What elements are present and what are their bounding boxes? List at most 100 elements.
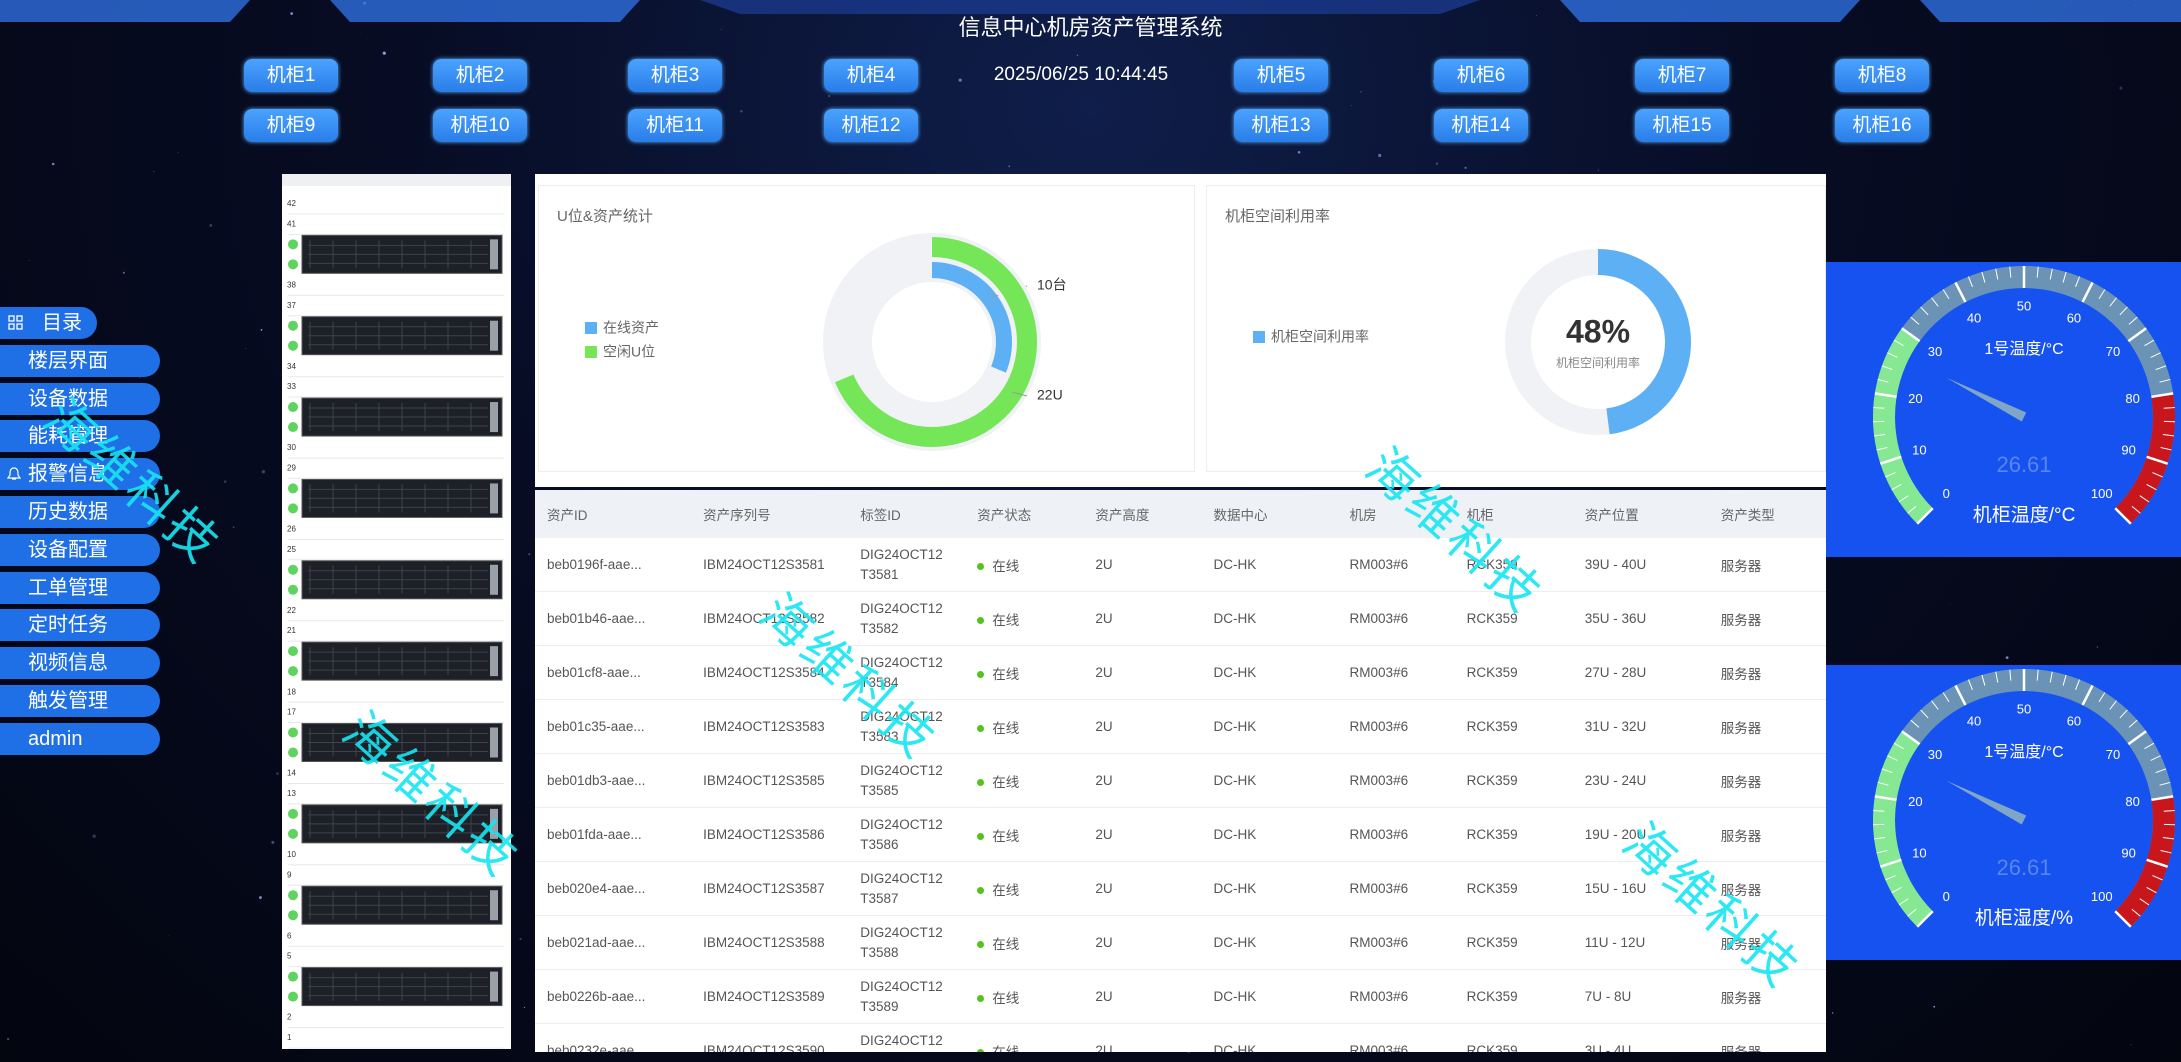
cell-text: IBM24OCT12S3581 — [703, 557, 825, 572]
gauge-minor-tick — [1877, 378, 1889, 383]
gauge-minor-tick — [1920, 306, 1929, 316]
menu-item[interactable]: admin — [0, 722, 160, 755]
menu-item[interactable]: 设备数据 — [0, 382, 160, 415]
cell-text: RCK359 — [1466, 665, 1518, 680]
table-row: beb020e4-aae... IBM24OCT12S3587 DIG24OCT12… — [535, 861, 1826, 916]
table-cell: 35U - 36U — [1572, 591, 1709, 646]
status-dot — [977, 617, 985, 625]
cabinet-button[interactable]: 机柜7 — [1635, 59, 1729, 92]
cabinet-button[interactable]: 机柜14 — [1434, 109, 1528, 142]
gauge-minor-tick — [2081, 684, 2094, 706]
cabinet-button[interactable]: 机柜12 — [824, 109, 918, 142]
cabinet-button[interactable]: 机柜5 — [1234, 59, 1328, 92]
cabinet-button[interactable]: 机柜8 — [1835, 59, 1929, 92]
menu-item[interactable]: 定时任务 — [0, 609, 160, 642]
table-cell: beb01b46-aae... — [535, 591, 692, 646]
rack-panel: 42 41 38 37 34 33 30 29 26 25 22 21 18 17 14 13 10 9 6 5 2 1 — [282, 174, 511, 1049]
table-cell: 31U - 32U — [1572, 699, 1709, 754]
gauge-minor-tick — [2128, 316, 2138, 325]
gauge-minor-tick — [1898, 495, 1909, 503]
table-cell: 服务器 — [1708, 807, 1826, 862]
cell-text: 2U — [1095, 557, 1113, 572]
menu-item[interactable]: 工单管理 — [0, 571, 160, 604]
cell-text: 服务器 — [1720, 1044, 1762, 1053]
table-cell: IBM24OCT12S3583 — [691, 699, 849, 754]
gauge-needle — [1946, 377, 2027, 422]
table-cell: DIG24OCT12T3586 — [848, 807, 966, 862]
table-cell: 在线 — [965, 699, 1084, 754]
cabinet-button[interactable]: 机柜3 — [628, 59, 722, 92]
table-cell: 2U — [1083, 1023, 1202, 1052]
menu-item[interactable]: 目录 — [0, 307, 97, 339]
table-cell: 7U - 8U — [1572, 969, 1709, 1024]
cell-text: RM003#6 — [1349, 1043, 1409, 1052]
table-cell: beb01cf8-aae... — [535, 645, 692, 700]
gauge-tick-label: 40 — [1967, 713, 1981, 728]
gauge-minor-tick — [1901, 327, 1921, 343]
table-cell: IBM24OCT12S3590 — [691, 1023, 849, 1052]
unit-label: 38 — [287, 280, 296, 289]
cell-text: DC-HK — [1213, 989, 1257, 1004]
menu-item[interactable]: 报警信息 — [0, 458, 160, 491]
cell-text: DC-HK — [1213, 611, 1257, 626]
cell-text: DIG24OCT12T3584 — [860, 654, 943, 690]
table-cell: 服务器 — [1708, 753, 1826, 808]
menu-item[interactable]: 历史数据 — [0, 496, 160, 528]
unit-label: 5 — [287, 952, 292, 961]
icon-cell — [8, 323, 15, 330]
gauge-minor-tick — [2159, 781, 2171, 786]
gauge-tick-label: 60 — [2067, 713, 2081, 728]
cabinet-button[interactable]: 机柜15 — [1635, 109, 1729, 142]
star — [139, 377, 141, 379]
gauge-minor-tick — [2155, 768, 2167, 774]
gauge-minor-tick — [1901, 730, 1921, 746]
gauge-minor-tick — [2114, 910, 2132, 928]
status-text: 在线 — [992, 612, 1020, 628]
cell-text: 2U — [1095, 881, 1113, 896]
unit-label: 22 — [287, 606, 296, 615]
gauge-tick-label: 80 — [2125, 794, 2139, 809]
cell-text: DIG24OCT12T3589 — [860, 978, 943, 1014]
menu-item[interactable]: 触发管理 — [0, 685, 160, 717]
status-text: 在线 — [992, 828, 1020, 844]
table-cell: beb0196f-aae... — [535, 538, 692, 592]
table-cell: 服务器 — [1708, 699, 1826, 754]
status-led — [288, 422, 298, 433]
cabinet-button[interactable]: 机柜1 — [244, 59, 338, 92]
menu-item[interactable]: 视频信息 — [0, 647, 160, 680]
cabinet-button[interactable]: 机柜16 — [1835, 109, 1929, 142]
cell-text: DC-HK — [1213, 665, 1257, 680]
cell-text: RCK359 — [1466, 827, 1518, 842]
value-label: 22U — [1037, 387, 1063, 403]
cabinet-button[interactable]: 机柜10 — [433, 109, 527, 142]
gauge-tick-label: 50 — [2017, 701, 2031, 716]
menu-item[interactable]: 楼层界面 — [0, 344, 160, 377]
donut-segment — [1597, 249, 1691, 435]
star — [1378, 153, 1382, 158]
menu-item[interactable]: 设备配置 — [0, 533, 160, 566]
status-dot — [977, 995, 985, 1003]
unit-label: 18 — [287, 687, 296, 696]
card-title: U位&资产统计 — [557, 208, 653, 225]
cell-text: beb01fda-aae... — [547, 827, 642, 842]
cabinet-button[interactable]: 机柜4 — [824, 59, 918, 92]
gauge-minor-tick — [2098, 289, 2106, 300]
table-cell: IBM24OCT12S3584 — [691, 645, 849, 700]
cabinet-button[interactable]: 机柜2 — [433, 59, 527, 92]
humidity-gauge: 0 10 20 30 40 50 60 70 80 90 100 1号温度/°C 26.61 机柜湿度/% — [1873, 669, 2175, 929]
gauge-tick-label: 60 — [2067, 310, 2081, 325]
cell-text: DC-HK — [1213, 773, 1257, 788]
table-cell: 39U - 40U — [1572, 538, 1709, 592]
gauge-tick-label: 70 — [2106, 747, 2120, 762]
menu-item[interactable]: 能耗管理 — [0, 420, 160, 453]
cell-text: 39U - 40U — [1584, 557, 1647, 572]
icon-cell — [8, 315, 15, 322]
cabinet-button[interactable]: 机柜6 — [1434, 59, 1528, 92]
gauge-minor-tick — [1877, 781, 1889, 786]
cabinet-button[interactable]: 机柜13 — [1234, 109, 1328, 142]
gauge-minor-tick — [2162, 434, 2174, 437]
cabinet-button[interactable]: 机柜9 — [244, 109, 338, 142]
cabinet-button[interactable]: 机柜11 — [628, 109, 722, 142]
gauge-tick-label: 0 — [1943, 889, 1950, 904]
